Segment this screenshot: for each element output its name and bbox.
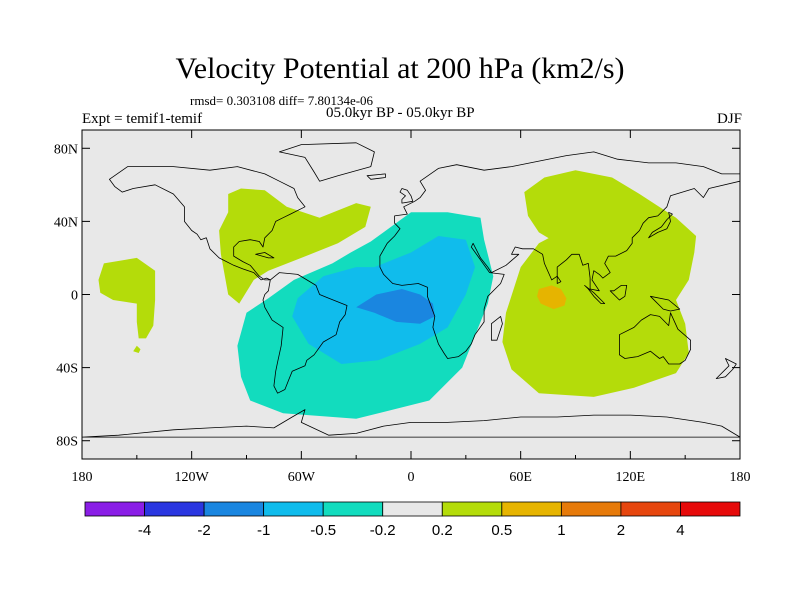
coastline-greenland [279,142,375,182]
coastline-new-guinea [650,295,681,312]
season-label: DJF [716,111,742,127]
coastline-sri-lanka [556,275,562,284]
colorbar-label: 4 [676,522,684,539]
region-indian-ocean-asia [502,170,697,397]
coastline-afro-eurasia [379,151,740,359]
region-south-pacific-islet [133,345,141,353]
x-tick-label: 120E [616,470,646,485]
rmsd-diff-stats: rmsd= 0.303108 diff= 7.80134e-06 [190,93,374,108]
y-tick-label: 80N [54,142,78,157]
x-tick-label: 180 [72,470,93,485]
x-tick-label: 60W [288,470,316,485]
coastline-antarctica [82,409,740,438]
colorbar-box [144,501,205,517]
colorbar-label: -0.5 [310,522,336,539]
coastline-new-zealand [715,358,737,379]
y-tick-label: 80S [56,435,78,450]
y-tick-label: 0 [71,289,78,304]
colorbar-box [263,501,324,517]
colorbar-label: 0.2 [432,522,453,539]
colorbar-label: -4 [138,522,151,539]
colorbar-box [560,501,622,517]
coastline-south-america [262,272,348,394]
y-tick-label: 40N [54,215,78,230]
colorbar-label: -0.2 [370,522,396,539]
colorbar-label: 0.5 [491,522,512,539]
colorbar-box [382,501,443,517]
experiment-label: Expt = temif1-temif [82,111,203,127]
colorbar-box [441,501,503,517]
region-central-pacific [98,257,156,339]
colorbar-box [680,501,741,517]
x-tick-label: 0 [408,470,415,485]
colorbar: -4 -2 -1 -0.5 -0.2 0.2 0.5 1 2 4 [84,501,741,539]
colorbar-label: 2 [617,522,625,539]
coastline-north-america [109,166,306,281]
x-tick-label: 180 [730,470,751,485]
coastline-cuba [255,252,275,259]
colorbar-label: -2 [197,522,210,539]
coastline-australia [619,312,691,365]
contour-regions [98,170,697,419]
x-tick-label: 60E [509,470,532,485]
coastline-japan [648,211,673,239]
map-title: Velocity Potential at 200 hPa (km2/s) [175,52,625,85]
region-north-america-atlantic [219,188,371,304]
colorbar-box [620,501,681,517]
x-tick-label: 120W [175,470,210,485]
coastline-sumatra [584,285,606,304]
colorbar-box [501,501,562,517]
colorbar-box [322,501,384,517]
coastline-uk [399,188,414,204]
coastline-borneo [609,285,628,301]
colorbar-label: -1 [257,522,270,539]
region-atlantic-core [356,289,435,324]
coastline-iceland [366,173,386,180]
region-india-maximum [537,285,567,310]
period-label: 05.0kyr BP - 05.0kyr BP [326,105,475,121]
y-tick-label: 40S [56,362,78,377]
colorbar-label: 1 [557,522,565,539]
coastline-madagascar [491,316,503,341]
colorbar-box [203,501,265,517]
coastlines [82,142,740,438]
colorbar-box [84,501,145,517]
map-axes: 180 120W 60W 0 60E 120E 180 80N 40N 0 40S 80S [54,130,751,485]
